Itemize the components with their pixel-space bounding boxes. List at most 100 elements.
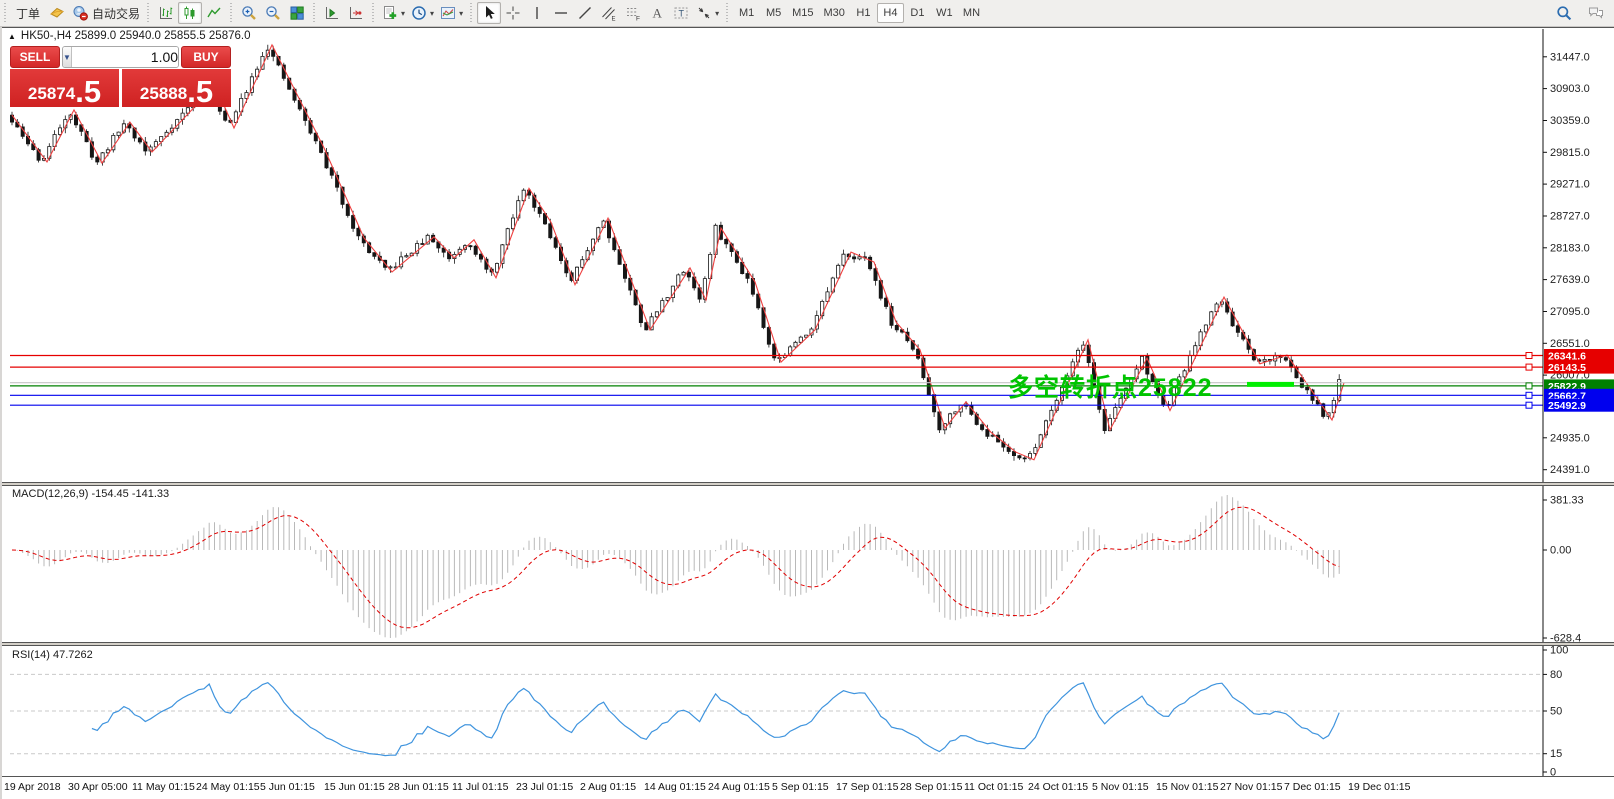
- auto-scroll-button[interactable]: [344, 2, 368, 24]
- autotrade-button[interactable]: 自动交易: [69, 2, 143, 24]
- crosshair-button[interactable]: [501, 2, 525, 24]
- chart-shift-button[interactable]: [320, 2, 344, 24]
- buy-price-frac: .5: [187, 73, 214, 109]
- volume-control: ▼ ▲: [62, 46, 179, 68]
- price-tick-label: 24935.0: [1550, 432, 1590, 444]
- bar-chart-button[interactable]: [154, 2, 178, 24]
- toolbar-grip[interactable]: [145, 3, 153, 23]
- volume-decrease-button[interactable]: ▼: [63, 47, 72, 67]
- dropdown-caret-icon[interactable]: ▾: [715, 8, 720, 18]
- timeframe-H4-button[interactable]: H4: [876, 3, 904, 23]
- toolbar-grip[interactable]: [468, 3, 476, 23]
- cursor-button[interactable]: [477, 2, 502, 24]
- toolbar-grip[interactable]: [724, 3, 732, 23]
- cursor-icon: [486, 6, 495, 19]
- arrows-button[interactable]: ▾: [693, 2, 722, 24]
- toolbar-grip[interactable]: [311, 3, 319, 23]
- fibonacci-icon: F: [627, 8, 640, 21]
- zoom-in-button[interactable]: [237, 2, 261, 24]
- dropdown-caret-icon[interactable]: ▾: [401, 8, 406, 18]
- indicators-button[interactable]: ▾: [379, 2, 408, 24]
- date-axis-label: 19 Dec 01:15: [1348, 781, 1411, 793]
- text-icon: A: [653, 6, 663, 21]
- dropdown-caret-icon[interactable]: ▾: [430, 8, 435, 18]
- chart-top-border: [2, 27, 1614, 28]
- svg-text:A: A: [653, 6, 663, 21]
- chart-window[interactable]: 31447.0 30903.0 30359.0 29815.0 29271.0 28727…: [0, 27, 1614, 799]
- timeframe-M1-button[interactable]: M1: [738, 7, 755, 19]
- date-axis-label: 28 Jun 01:15: [388, 781, 449, 793]
- zoom-out-button[interactable]: [261, 2, 285, 24]
- level-price-label: 25662.7: [1548, 390, 1586, 402]
- macd-signal-line: [11, 506, 1340, 629]
- candlestick-chart-button[interactable]: [178, 2, 203, 24]
- chart-bottom-border: [2, 776, 1614, 777]
- autotrade-icon: [73, 6, 88, 21]
- price-tick-label: 28183.0: [1550, 242, 1590, 254]
- new-order-icon: [50, 7, 64, 18]
- text-button[interactable]: A: [645, 2, 669, 24]
- date-axis[interactable]: 19 Apr 2018 30 Apr 05:00 11 May 01:15 24 Ma…: [2, 777, 1614, 799]
- level-handle: [1525, 382, 1533, 390]
- auto-scroll-icon: [350, 7, 363, 19]
- vertical-line-button[interactable]: [525, 2, 549, 24]
- tile-windows-icon: [290, 6, 304, 20]
- chart-annotation-text[interactable]: 多空转折点25822: [1008, 374, 1213, 402]
- date-axis-label: 11 Jul 01:15: [452, 781, 509, 793]
- search-button[interactable]: [1552, 2, 1576, 24]
- date-axis-label: 5 Jun 01:15: [260, 781, 315, 793]
- date-axis-label: 30 Apr 05:00: [68, 781, 128, 793]
- channel-icon: E: [602, 7, 616, 21]
- timeframe-M5-button[interactable]: M5: [765, 7, 782, 19]
- volume-input[interactable]: [71, 47, 178, 67]
- line-chart-button[interactable]: [202, 2, 226, 24]
- level-price-label: 26341.6: [1548, 351, 1586, 363]
- templates-button[interactable]: ▾: [437, 2, 466, 24]
- trendline-button[interactable]: [573, 2, 597, 24]
- sell-button[interactable]: SELL: [10, 46, 60, 68]
- level-handle: [1525, 401, 1533, 409]
- chart-canvas[interactable]: 31447.0 30903.0 30359.0 29815.0 29271.0 28727…: [2, 27, 1614, 799]
- level-price-label: 25492.9: [1548, 400, 1586, 412]
- fibonacci-button[interactable]: F: [621, 2, 645, 24]
- sell-price[interactable]: 25874.5: [10, 69, 119, 107]
- price-tick-label: 30903.0: [1550, 83, 1590, 95]
- date-axis-label: 24 Aug 01:15: [708, 781, 770, 793]
- date-axis-label: 15 Nov 01:15: [1156, 781, 1219, 793]
- timeframe-D1-button[interactable]: D1: [910, 7, 925, 19]
- tile-windows-button[interactable]: [285, 2, 309, 24]
- timeframe-MN-button[interactable]: MN: [962, 7, 981, 19]
- timeframe-W1-button[interactable]: W1: [936, 7, 953, 19]
- rsi-indicator-label: RSI(14) 47.7262: [12, 649, 93, 661]
- chat-button[interactable]: [1584, 2, 1608, 24]
- new-order-button[interactable]: [45, 2, 69, 24]
- chart-shift-icon: [326, 7, 339, 19]
- line-chart-icon: [207, 7, 221, 18]
- trend-segment: [1247, 381, 1294, 387]
- toolbar-grip[interactable]: [370, 3, 378, 23]
- toolbar-grip[interactable]: [228, 3, 236, 23]
- macd-tick-label: 381.33: [1550, 495, 1584, 507]
- timeframe-H1-button[interactable]: H1: [856, 7, 871, 19]
- sell-price-main: 25874: [27, 84, 76, 103]
- buy-button[interactable]: BUY: [181, 46, 231, 68]
- order-menu-label[interactable]: 丁单: [16, 6, 41, 21]
- periods-button[interactable]: ▾: [408, 2, 437, 24]
- date-axis-label: 5 Sep 01:15: [772, 781, 829, 793]
- horizontal-line-button[interactable]: [549, 2, 573, 24]
- collapse-triangle-icon[interactable]: ▲: [8, 31, 16, 41]
- equidistant-channel-button[interactable]: E: [597, 2, 621, 24]
- macd-pane-splitter[interactable]: [2, 482, 1614, 486]
- rsi-line: [91, 682, 1340, 757]
- rsi-pane-splitter[interactable]: [2, 642, 1614, 646]
- buy-price[interactable]: 25888.5: [122, 69, 231, 107]
- timeframe-M30-button[interactable]: M30: [823, 7, 845, 19]
- level-price-label-bg: [1544, 398, 1614, 412]
- timeframe-M15-button[interactable]: M15: [792, 7, 814, 19]
- dropdown-caret-icon[interactable]: ▾: [459, 8, 464, 18]
- text-label-button[interactable]: T: [669, 2, 693, 24]
- toolbar-grip[interactable]: [2, 3, 9, 23]
- symbol-header: ▲ HK50-,H4 25899.0 25940.0 25855.5 25876…: [8, 30, 250, 42]
- arrows-icon: [698, 7, 710, 19]
- price-tick-label: 24391.0: [1550, 464, 1590, 476]
